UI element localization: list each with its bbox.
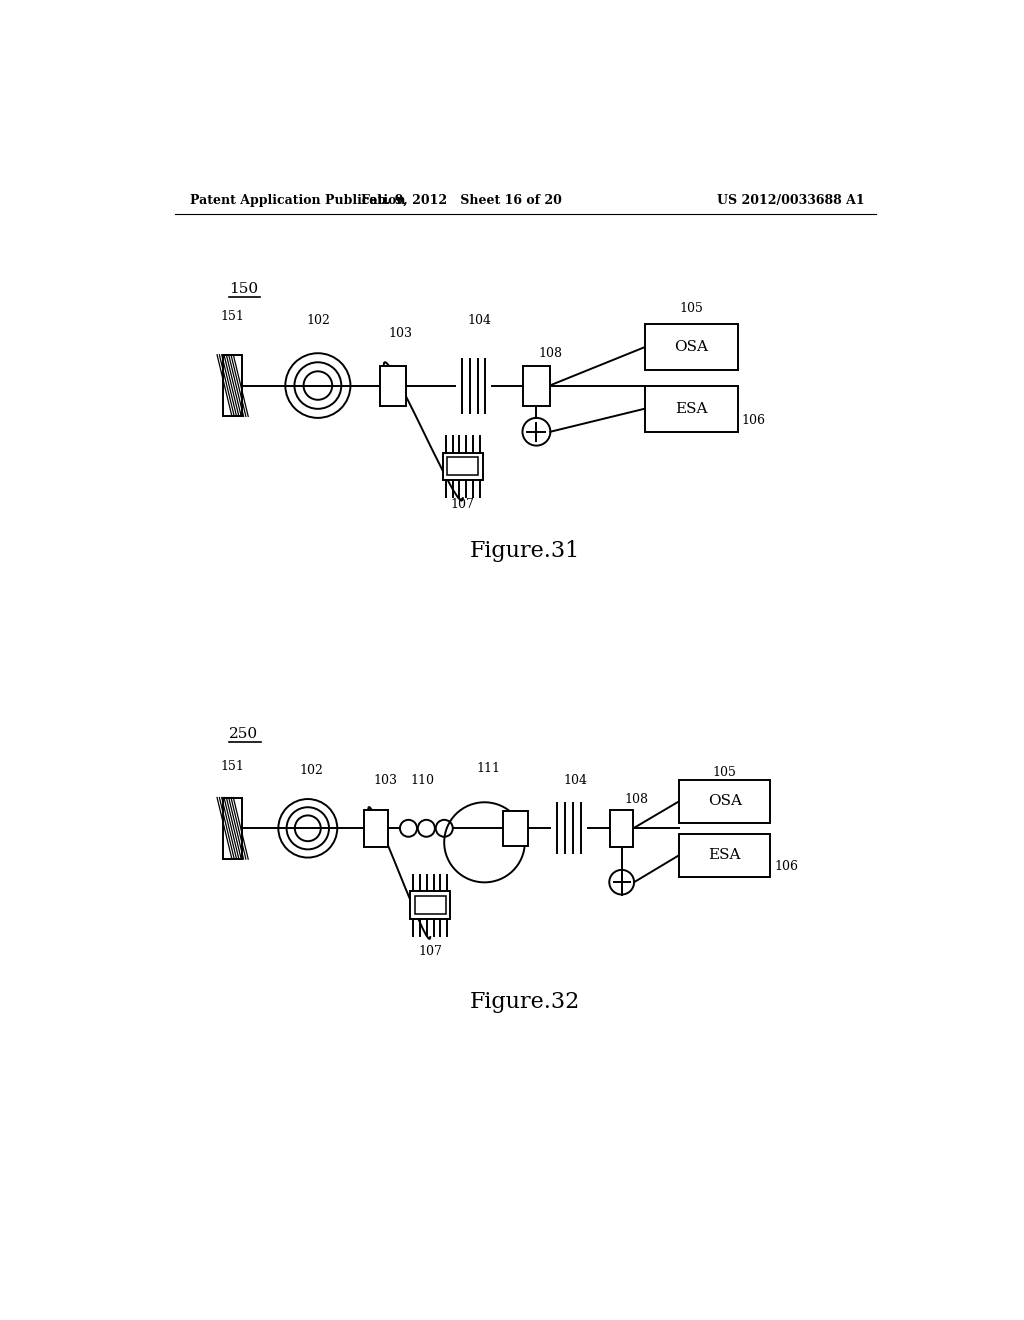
- Text: 151: 151: [221, 760, 245, 774]
- Text: 106: 106: [741, 413, 766, 426]
- Text: 108: 108: [539, 347, 563, 360]
- Text: 104: 104: [563, 774, 587, 787]
- Text: Patent Application Publication: Patent Application Publication: [190, 194, 406, 207]
- Text: OSA: OSA: [708, 795, 741, 808]
- Text: 105: 105: [713, 767, 736, 779]
- Bar: [503, 810, 528, 846]
- Bar: [365, 810, 388, 847]
- Text: 103: 103: [374, 774, 397, 787]
- Text: 106: 106: [774, 861, 799, 874]
- Text: 107: 107: [419, 945, 442, 958]
- Text: 103: 103: [389, 327, 413, 341]
- Bar: [380, 366, 407, 405]
- Text: ESA: ESA: [709, 849, 741, 862]
- Bar: [679, 834, 770, 876]
- Bar: [610, 810, 633, 847]
- Bar: [223, 797, 242, 859]
- Bar: [523, 366, 550, 405]
- Text: 250: 250: [228, 727, 258, 742]
- Bar: [223, 355, 242, 416]
- Text: 105: 105: [680, 302, 703, 315]
- Text: Figure.32: Figure.32: [470, 990, 580, 1012]
- Bar: [410, 891, 451, 919]
- Text: 102: 102: [306, 314, 330, 326]
- Text: 107: 107: [451, 499, 475, 511]
- Bar: [415, 896, 445, 915]
- Text: OSA: OSA: [675, 341, 709, 354]
- Text: ESA: ESA: [675, 401, 708, 416]
- Text: Figure.31: Figure.31: [470, 540, 580, 562]
- Bar: [679, 780, 770, 822]
- Text: US 2012/0033688 A1: US 2012/0033688 A1: [717, 194, 864, 207]
- Text: 104: 104: [468, 314, 492, 326]
- Text: 111: 111: [476, 762, 501, 775]
- Text: 110: 110: [411, 774, 434, 787]
- Bar: [447, 457, 478, 475]
- Text: 108: 108: [624, 792, 648, 805]
- Bar: [442, 453, 483, 480]
- Bar: [645, 385, 738, 432]
- Text: 151: 151: [221, 310, 245, 323]
- Text: 150: 150: [228, 282, 258, 296]
- Bar: [645, 323, 738, 370]
- Text: 102: 102: [300, 764, 324, 777]
- Text: Feb. 9, 2012   Sheet 16 of 20: Feb. 9, 2012 Sheet 16 of 20: [360, 194, 562, 207]
